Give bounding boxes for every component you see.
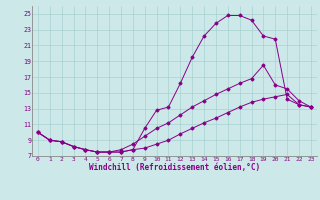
X-axis label: Windchill (Refroidissement éolien,°C): Windchill (Refroidissement éolien,°C) [89,163,260,172]
